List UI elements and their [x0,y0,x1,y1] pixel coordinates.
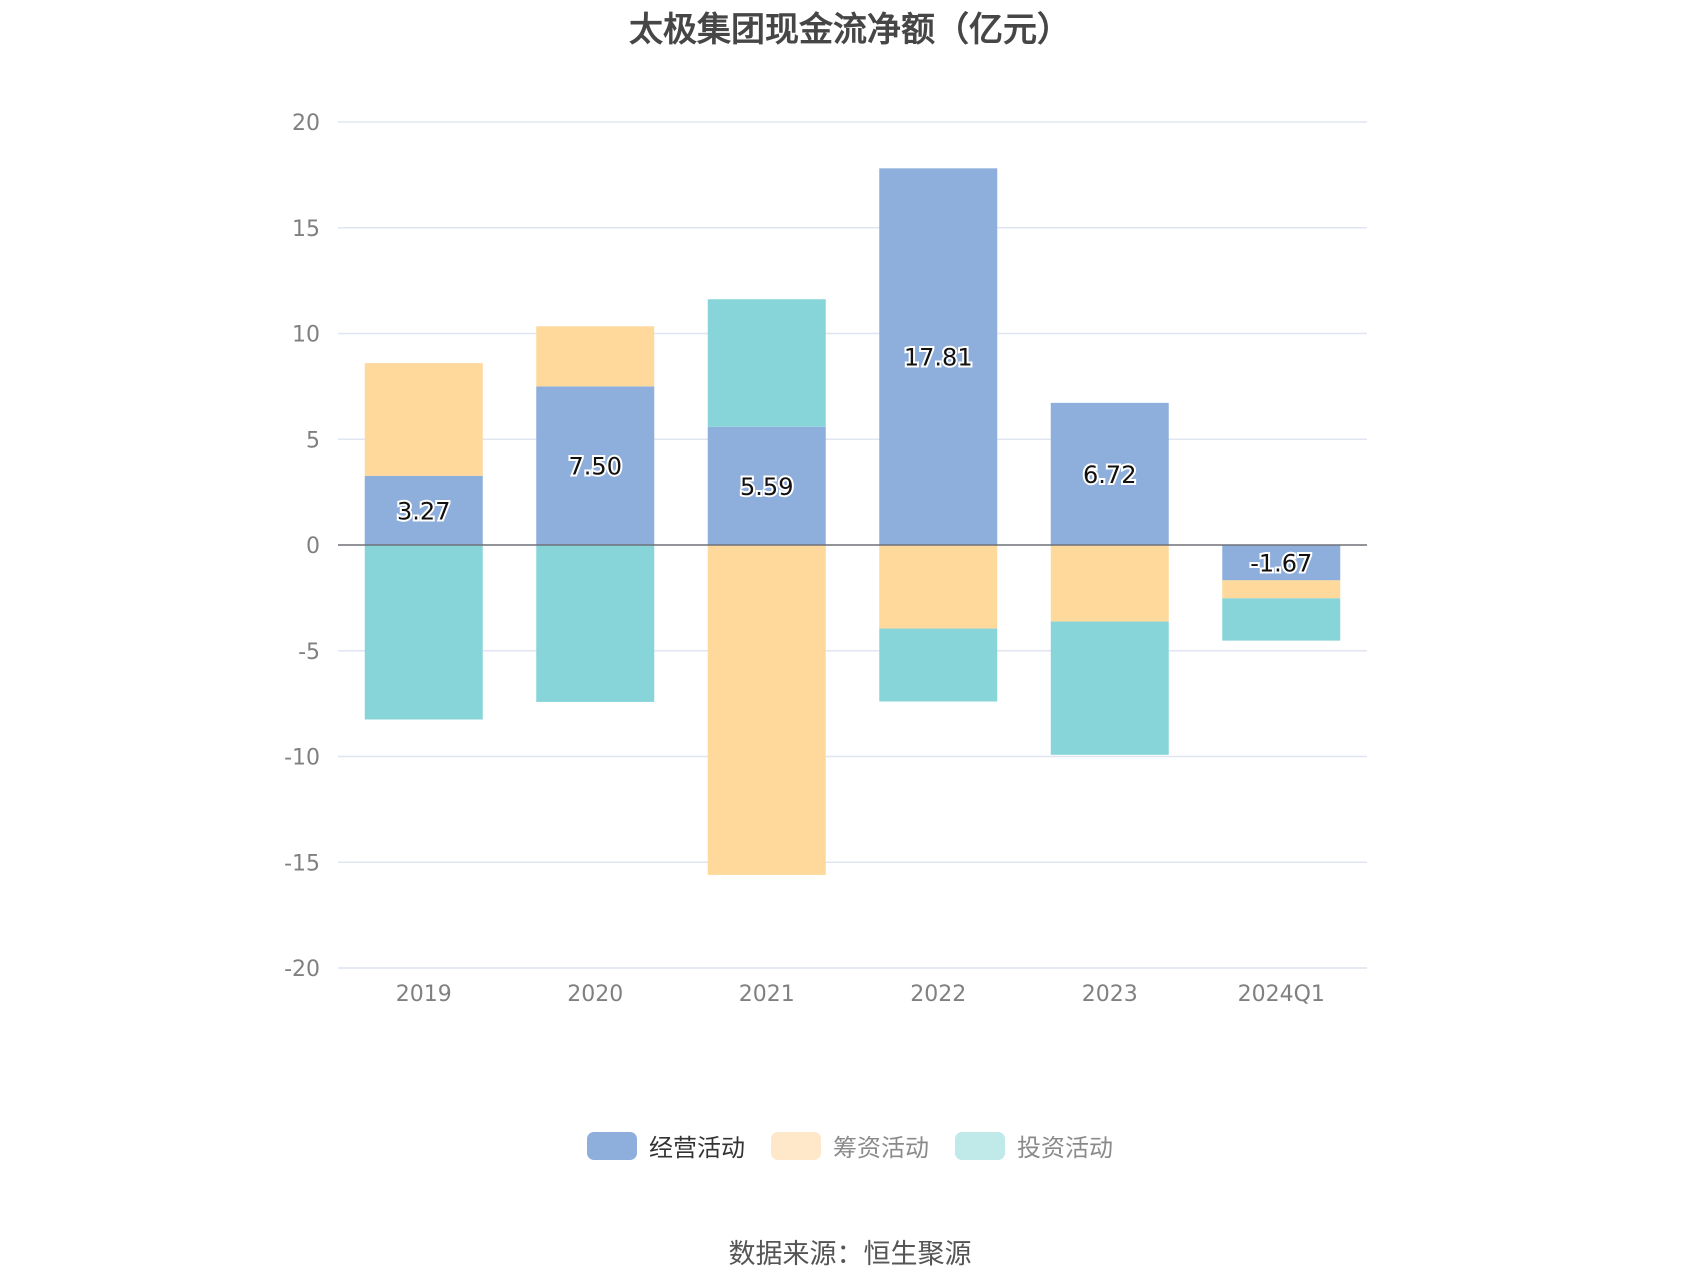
x-tick-label: 2021 [739,982,795,1007]
bar-operating [1050,402,1169,545]
y-tick-label: 20 [292,111,320,136]
legend-label: 经营活动 [649,1134,745,1162]
bar-investing [879,628,998,702]
legend-item[interactable]: 经营活动 [587,1128,745,1163]
data-label: 5.59 [740,473,793,501]
source-note: 数据来源：恒生聚源 [728,1239,972,1270]
bar-operating [364,475,483,545]
y-tick-label: -5 [298,640,320,665]
data-label-group: 3.27 7.50 5.59 17.81 6.72 -1.67 [395,342,1314,580]
bar-investing [707,299,826,427]
y-tick-label: 10 [292,323,320,348]
bar-operating [707,426,826,545]
bar-group [364,168,1341,875]
legend-swatch [955,1131,1005,1160]
legend-swatch [587,1131,637,1160]
y-tick-label: -20 [284,957,320,982]
legend-label: 投资活动 [1017,1134,1113,1162]
x-tick-label: 2024Q1 [1238,982,1325,1007]
y-tick-label: -10 [284,746,320,771]
bar-operating [1222,545,1341,581]
x-tick-label: 2019 [396,982,452,1007]
bar-financing [1050,545,1169,622]
bar-financing [707,545,826,875]
bar-investing [364,545,483,720]
y-tick-label: 5 [306,428,320,453]
data-label: 17.81 [904,344,973,372]
legend-item[interactable]: 筹资活动 [771,1128,929,1163]
y-tick-label: -15 [284,851,320,876]
bar-operating [879,168,998,546]
legend-item[interactable]: 投资活动 [955,1128,1113,1163]
axis-layer: 20 15 10 5 0 -5 -10 -15 -20 2019 2020 2021 2022 2023 2… [284,111,1367,1007]
legend-swatch [771,1131,821,1160]
data-label: 6.72 [1083,461,1136,489]
legend-label: 筹资活动 [833,1134,929,1162]
bar-investing [536,545,655,702]
chart-title: 太极集团现金流净额（亿元） [629,10,1071,50]
legend: 经营活动 筹资活动 投资活动 [0,1128,1700,1163]
data-label: 3.27 [397,497,450,525]
bar-operating [536,386,655,545]
bar-financing [536,326,655,387]
x-tick-label: 2023 [1082,982,1138,1007]
bar-investing [1222,598,1341,641]
bar-financing [879,545,998,629]
x-tick-label: 2020 [567,982,623,1007]
bar-financing [364,363,483,476]
x-tick-label: 2022 [910,982,966,1007]
y-tick-label: 15 [292,217,320,242]
bar-investing [1050,621,1169,755]
data-label: -1.67 [1250,550,1312,578]
data-label: 7.50 [569,453,622,481]
y-tick-label: 0 [306,534,320,559]
bar-financing [1222,580,1341,599]
